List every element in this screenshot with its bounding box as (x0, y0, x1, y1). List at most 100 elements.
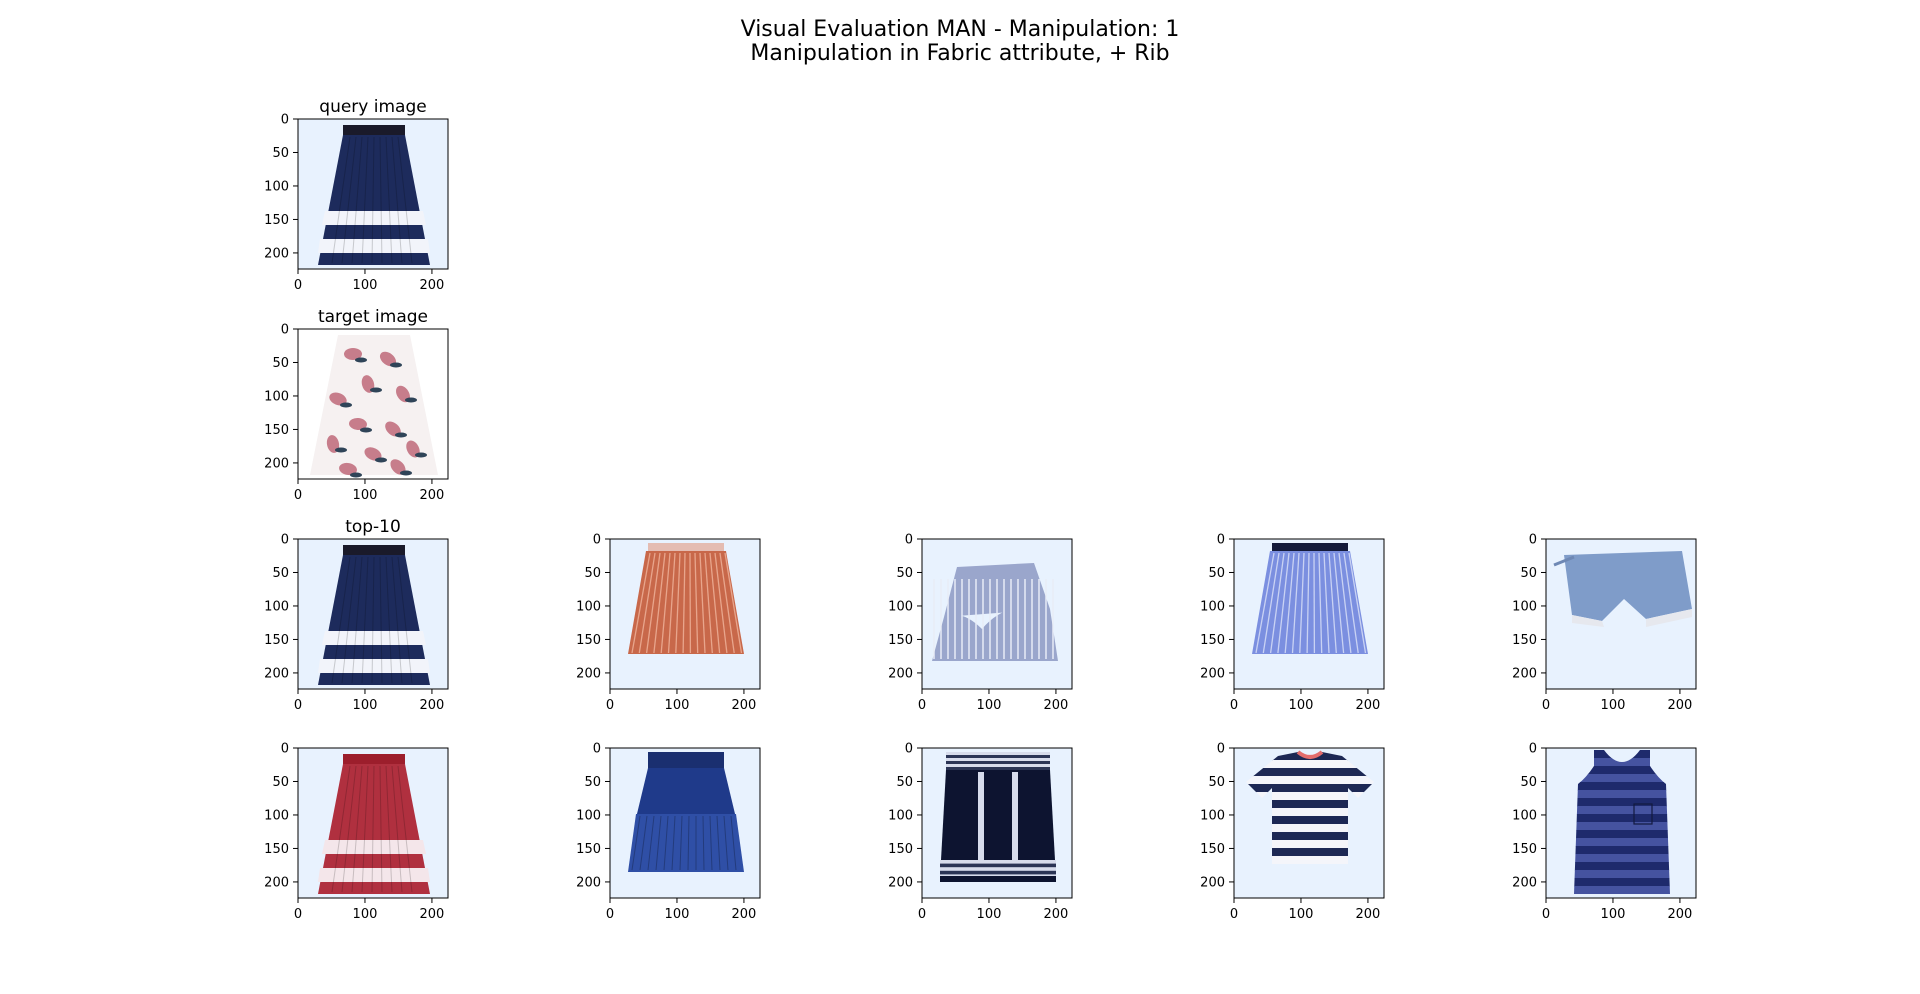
tank-stripe (1574, 822, 1670, 831)
x-tick-label: 0 (606, 698, 614, 713)
axes-frame (297, 538, 449, 690)
y-tick-label: 150 (576, 842, 601, 857)
panel-2-1: 0 100 200 0 50 100 150 200 (576, 533, 761, 713)
stripe (318, 868, 430, 882)
y-tick-label: 50 (272, 566, 289, 581)
tank-stripe (1574, 798, 1670, 807)
x-tick-label: 0 (294, 907, 302, 922)
x-tick-label: 200 (1044, 698, 1069, 713)
pleat-line (331, 556, 351, 684)
flower (329, 392, 347, 406)
y-tick-label: 0 (593, 742, 601, 757)
pleat-line (379, 556, 383, 684)
pleat-line (385, 556, 393, 684)
pleat-line (391, 556, 403, 684)
pleat-line (1318, 552, 1323, 654)
y-tick-label: 100 (1200, 599, 1225, 614)
hem (940, 876, 1056, 882)
panel-2-4: 0 100 200 0 50 100 150 200 (1512, 533, 1697, 713)
y-tick-label: 50 (1520, 566, 1537, 581)
pleat-line (660, 552, 671, 654)
y-tick-label: 200 (264, 875, 289, 890)
leaf (390, 362, 402, 368)
flower (385, 421, 401, 437)
axes-frame (1545, 747, 1697, 899)
x-tick-label: 100 (665, 698, 690, 713)
stripe (322, 631, 426, 645)
panel-0-0: query image 0 100 200 0 50 100 150 200 (264, 97, 449, 293)
pocket (1633, 803, 1653, 825)
x-tick-label: 100 (977, 907, 1002, 922)
y-tick-label: 100 (888, 599, 913, 614)
y-tick-label: 0 (281, 742, 289, 757)
pleat-line (631, 815, 641, 871)
tank-stripe (1574, 814, 1670, 823)
panel-3-2: 0 100 200 0 50 100 150 200 (888, 742, 1073, 922)
axes-frame (297, 328, 449, 480)
knit-stripe (946, 761, 1050, 765)
shirt-stripe (1246, 856, 1374, 864)
y-tick-label: 150 (264, 842, 289, 857)
x-tick-label: 200 (420, 278, 445, 293)
panel-3-1: 0 100 200 0 50 100 150 200 (576, 742, 761, 922)
y-tick-label: 0 (1217, 533, 1225, 548)
pleat-line (663, 815, 669, 871)
y-tick-label: 150 (1512, 842, 1537, 857)
drawstring (1553, 555, 1575, 567)
axes-frame (297, 747, 449, 899)
pleat-line (723, 815, 729, 871)
pleat-line (638, 552, 656, 654)
pleat-line (341, 556, 357, 684)
leaf (350, 472, 362, 478)
shirt-stripe (1246, 816, 1374, 825)
stripe (322, 840, 426, 854)
y-tick-label: 0 (1529, 533, 1537, 548)
panel-title: query image (319, 97, 426, 117)
tank-stripe (1574, 758, 1670, 767)
x-tick-label: 200 (420, 907, 445, 922)
pleat-line (1338, 552, 1352, 654)
leaf (395, 432, 407, 438)
y-tick-label: 50 (584, 566, 601, 581)
pleat-line (1262, 552, 1280, 654)
y-tick-label: 200 (264, 666, 289, 681)
stripe (318, 239, 430, 253)
waistband (343, 125, 405, 135)
flower (390, 459, 406, 475)
tank-stripe (1574, 870, 1670, 879)
axes-frame (1545, 538, 1697, 690)
y-tick-label: 0 (281, 113, 289, 128)
x-tick-label: 100 (353, 488, 378, 503)
tank-stripe (1574, 862, 1670, 871)
y-tick-label: 200 (264, 246, 289, 261)
panel-1-0: target image 0 100 200 0 50 100 150 200 (264, 307, 449, 503)
skirt-body (318, 764, 430, 894)
pleat-line (655, 815, 662, 871)
knit-stripe (940, 860, 1056, 865)
y-tick-label: 100 (1200, 808, 1225, 823)
y-tick-label: 200 (1512, 875, 1537, 890)
y-tick-label: 0 (1529, 742, 1537, 757)
panel-2-2: 0 100 200 0 50 100 150 200 (888, 533, 1073, 713)
x-tick-label: 100 (977, 698, 1002, 713)
x-tick-label: 100 (1289, 907, 1314, 922)
x-tick-label: 0 (1542, 907, 1550, 922)
pleat-line (639, 815, 648, 871)
axes-frame (921, 747, 1073, 899)
knit-stripe (940, 867, 1056, 872)
pleat-line (351, 136, 363, 264)
knit-stripe (946, 758, 1050, 762)
y-tick-label: 50 (272, 356, 289, 371)
pleat-line (341, 765, 357, 893)
pleat-line (719, 552, 735, 654)
leaf (355, 357, 367, 363)
pleat-line (1277, 552, 1290, 654)
y-tick-label: 200 (888, 666, 913, 681)
y-tick-label: 150 (264, 633, 289, 648)
y-tick-label: 0 (593, 533, 601, 548)
waistband (343, 754, 405, 764)
pleat-line (714, 552, 728, 654)
skirt-body (940, 770, 1056, 878)
panel-3-3: 0 100 200 0 50 100 150 200 (1200, 742, 1385, 922)
skirt-body (318, 135, 430, 265)
